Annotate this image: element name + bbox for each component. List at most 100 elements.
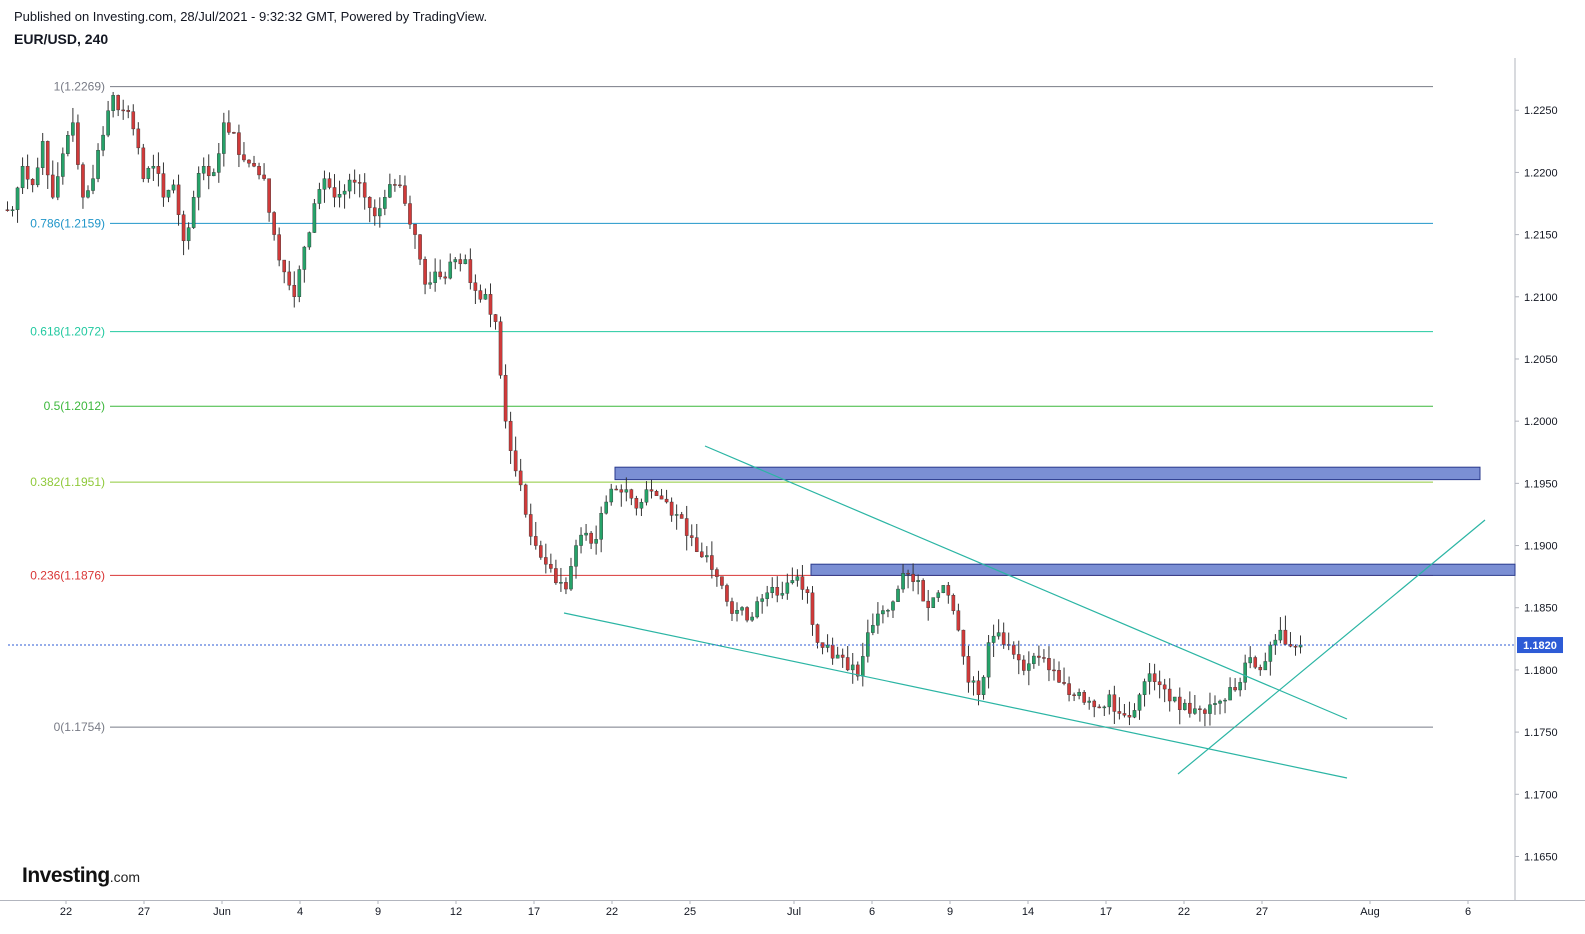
candle-up bbox=[337, 194, 342, 198]
y-tick-label: 1.1650 bbox=[1524, 851, 1558, 863]
x-tick-label: 22 bbox=[1178, 906, 1190, 918]
candle-up bbox=[1213, 703, 1217, 705]
candle-down bbox=[830, 644, 835, 659]
candle-down bbox=[710, 555, 714, 570]
candle-down bbox=[533, 536, 538, 546]
candle-down bbox=[956, 610, 961, 631]
candle-down bbox=[1001, 632, 1006, 645]
candle-down bbox=[357, 182, 362, 184]
candle-up bbox=[896, 588, 900, 602]
candle-down bbox=[1203, 709, 1207, 714]
candle-up bbox=[770, 587, 775, 594]
candle-up bbox=[780, 593, 785, 596]
y-tick-label: 1.2150 bbox=[1524, 230, 1558, 242]
candle-up bbox=[383, 197, 387, 209]
candle-up bbox=[171, 184, 176, 191]
candle-down bbox=[634, 497, 639, 509]
plot-area: 1.2250 1.2200 1.2150 1.2100 1.2050 1.2000 1.19… bbox=[0, 58, 1585, 918]
candle-down bbox=[45, 141, 50, 176]
candle-up bbox=[996, 632, 1001, 637]
candle-down bbox=[362, 182, 367, 198]
candle-up bbox=[1147, 673, 1152, 682]
candle-up bbox=[881, 610, 885, 615]
candle-up bbox=[453, 259, 458, 263]
candle-down bbox=[81, 164, 85, 198]
x-tick-label: 9 bbox=[375, 906, 381, 918]
y-tick-label: 1.1700 bbox=[1524, 789, 1558, 801]
current-price-label: 1.1820 bbox=[1523, 640, 1557, 652]
candle-up bbox=[835, 654, 840, 659]
candle-up bbox=[991, 635, 996, 643]
candle-down bbox=[176, 184, 181, 215]
candle-up bbox=[604, 501, 609, 514]
candle-up bbox=[342, 190, 347, 195]
candle-down bbox=[1122, 713, 1127, 716]
logo-tld: .com bbox=[109, 869, 141, 885]
candle-up bbox=[1087, 700, 1092, 703]
chart-header: Published on Investing.com, 28/Jul/2021 … bbox=[14, 8, 487, 48]
candle-down bbox=[50, 174, 55, 198]
candle-up bbox=[1243, 662, 1247, 683]
candle-down bbox=[845, 657, 850, 671]
candle-up bbox=[1137, 694, 1142, 711]
y-tick-label: 1.1900 bbox=[1524, 541, 1558, 553]
candle-up bbox=[559, 582, 563, 584]
candle-down bbox=[1198, 708, 1202, 710]
candle-up bbox=[1182, 702, 1187, 710]
candle-up bbox=[1268, 644, 1273, 662]
candle-up bbox=[1273, 639, 1278, 646]
candle-down bbox=[800, 576, 805, 590]
resistance-zone bbox=[810, 563, 1516, 576]
candle-up bbox=[584, 532, 588, 536]
investing-logo: Investing.com bbox=[22, 864, 140, 888]
candle-up bbox=[196, 173, 201, 198]
candle-down bbox=[1283, 629, 1288, 645]
candle-down bbox=[840, 654, 845, 658]
x-tick-label: 27 bbox=[138, 906, 150, 918]
candle-up bbox=[302, 246, 307, 270]
candle-down bbox=[659, 495, 664, 500]
candle-up bbox=[1077, 692, 1081, 696]
candle-up bbox=[579, 534, 583, 546]
candle-down bbox=[725, 585, 729, 602]
candle-down bbox=[926, 600, 931, 608]
candle-down bbox=[1052, 669, 1056, 672]
candle-up bbox=[750, 616, 754, 621]
candle-down bbox=[1011, 644, 1016, 655]
candle-up bbox=[901, 573, 905, 590]
candle-down bbox=[649, 489, 654, 492]
candle-down bbox=[262, 174, 266, 179]
candle-down bbox=[76, 122, 80, 165]
candle-down bbox=[513, 450, 518, 472]
candle-down bbox=[589, 532, 593, 544]
candle-up bbox=[106, 110, 110, 136]
candle-up bbox=[448, 261, 453, 279]
trendline bbox=[704, 445, 1348, 720]
candle-down bbox=[206, 166, 211, 177]
candle-up bbox=[1172, 696, 1177, 702]
candle-up bbox=[216, 153, 221, 173]
candle-up bbox=[10, 209, 15, 211]
candle-down bbox=[1177, 696, 1182, 710]
candle-up bbox=[609, 488, 614, 503]
candle-down bbox=[372, 207, 377, 217]
candle-up bbox=[574, 545, 578, 567]
candle-down bbox=[1062, 682, 1066, 684]
fib-level-label: 0.618(1.2072) bbox=[30, 325, 105, 339]
candle-up bbox=[1218, 700, 1222, 704]
x-tick-label: 27 bbox=[1256, 906, 1268, 918]
y-tick-label: 1.1950 bbox=[1524, 478, 1558, 490]
candle-up bbox=[936, 592, 941, 598]
x-tick-label: 12 bbox=[450, 906, 462, 918]
candle-down bbox=[1067, 683, 1071, 695]
candle-down bbox=[498, 321, 503, 376]
candle-down bbox=[564, 582, 568, 590]
candle-up bbox=[66, 135, 70, 154]
logo-brand: Investing bbox=[22, 864, 110, 887]
candle-up bbox=[463, 259, 468, 265]
candle-up bbox=[886, 610, 890, 612]
candle-up bbox=[981, 676, 986, 695]
candle-up bbox=[1278, 629, 1283, 641]
candle-down bbox=[161, 173, 166, 198]
